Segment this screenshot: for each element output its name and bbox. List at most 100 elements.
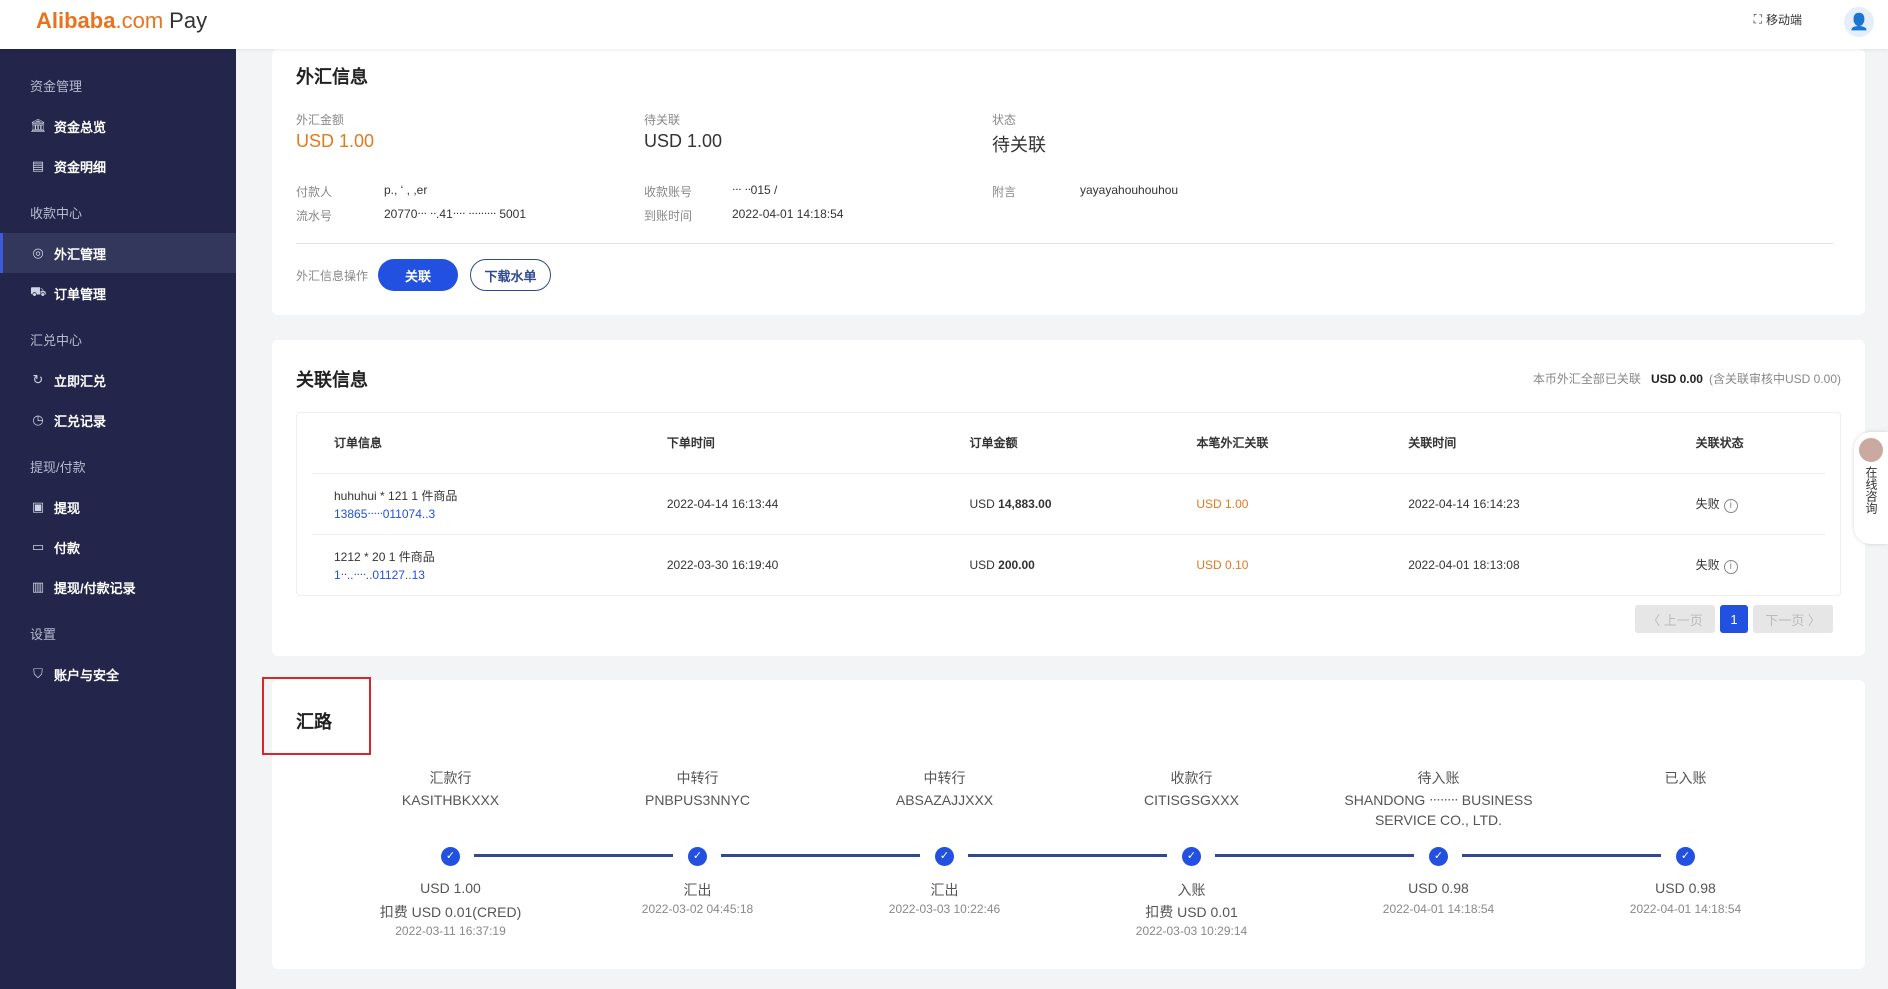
order-cell: huhuhui * 121 1 件商品 13865ᐧᐧᐧᐧᐧ011074..3 <box>312 473 645 535</box>
column-header: 本笔外汇关联 <box>1174 413 1387 474</box>
order-amount: USD 200.00 <box>947 534 1174 595</box>
divider <box>296 243 1833 244</box>
status-text: 失败 <box>1695 496 1720 511</box>
payer-value: p., ‘ , ,er <box>384 183 428 197</box>
route-step: 收款行 CITISGSGXXX ✓ 入账 扣费 USD 0.01 2022-03-03 … <box>1068 768 1315 938</box>
sidebar-item[interactable]: ▣ 提现 <box>0 487 236 527</box>
agent-avatar-icon <box>1859 438 1883 462</box>
summary-note: (含关联审核中USD 0.00) <box>1708 372 1841 386</box>
exchange-icon: ↻ <box>32 372 44 387</box>
step-status: 入账 <box>1177 882 1206 898</box>
wallet-icon: ▣ <box>31 499 45 514</box>
sidebar-item[interactable]: 🏛 资金总览 <box>0 106 236 146</box>
link-table: 订单信息 下单时间 订单金额 本笔外汇关联 关联时间 关联状态 huhuhui * 121… <box>312 413 1825 595</box>
step-bank: KASITHBKXXX <box>401 792 500 808</box>
prev-page-button[interactable]: 〈 上一页 <box>1635 605 1715 633</box>
summary-label: 本币外汇全部已关联 <box>1532 372 1641 386</box>
fx-info-title: 外汇信息 <box>296 67 368 87</box>
step-bank: PNBPUS3NNYC <box>644 792 751 808</box>
sidebar-item-label: 提现 <box>54 500 81 516</box>
page-1-button[interactable]: 1 <box>1720 605 1748 633</box>
amount-value: USD 1.00 <box>296 131 375 151</box>
record-icon: ▥ <box>31 579 45 594</box>
sidebar-item[interactable]: ▭ 付款 <box>0 527 236 567</box>
step-bank-line2: SERVICE CO., LTD. <box>1374 812 1503 828</box>
sidebar-section: 设置 ⛉ 账户与安全 <box>0 616 236 694</box>
document-icon: ▤ <box>31 158 45 173</box>
clock-icon: ◷ <box>32 412 44 427</box>
column-header: 下单时间 <box>644 413 948 474</box>
amount-label: 外汇金额 <box>296 113 345 127</box>
route-title: 汇路 <box>296 712 332 732</box>
sidebar-item[interactable]: ⛉ 账户与安全 <box>0 654 236 694</box>
route-card: 汇路 汇款行 KASITHBKXXX ✓ USD 1.00 扣费 USD 0.01(C… <box>272 680 1865 969</box>
serial-value: 20770ᐧᐧᐧ ᐧᐧ.41ᐧᐧᐧᐧ ᐧᐧᐧᐧᐧᐧᐧᐧᐧ 5001 <box>384 207 527 221</box>
cart-icon: ⛟ <box>30 284 47 299</box>
order-number-link[interactable]: 13865ᐧᐧᐧᐧᐧ011074..3 <box>334 506 436 521</box>
check-circle-icon: ✓ <box>441 847 460 866</box>
check-circle-icon: ✓ <box>1676 847 1695 866</box>
top-header: Alibaba.com Pay ⛶ 移动端 👤 <box>0 0 1888 49</box>
column-header: 关联时间 <box>1386 413 1674 474</box>
sidebar-item-label: 资金总览 <box>54 119 107 135</box>
bank-icon: 🏛 <box>30 118 47 133</box>
step-fee: 扣费 USD 0.01(CRED) <box>379 904 522 920</box>
payer-label: 付款人 <box>296 185 333 199</box>
amount-currency: USD <box>969 496 995 511</box>
order-desc: 1212 * 20 1 件商品 <box>334 549 435 564</box>
link-info-card: 关联信息 本币外汇全部已关联 USD 0.00 (含关联审核中USD 0.00) 订… <box>272 340 1865 656</box>
route-step: 中转行 ABSAZAJJXXX ✓ 汇出 2022-03-03 10:22:46 <box>821 768 1068 916</box>
check-circle-icon: ✓ <box>688 847 707 866</box>
info-icon[interactable]: i <box>1723 559 1738 574</box>
mobile-label: 移动端 <box>1765 13 1802 27</box>
route-connector <box>1462 854 1661 857</box>
scan-icon: ⛶ <box>1753 12 1762 26</box>
step-name: 待入账 <box>1417 770 1460 786</box>
logo-brand: Alibaba <box>36 8 116 33</box>
table-row: huhuhui * 121 1 件商品 13865ᐧᐧᐧᐧᐧ011074..3 2… <box>312 473 1825 535</box>
order-time: 2022-04-14 16:13:44 <box>644 473 948 535</box>
check-circle-icon: ✓ <box>1429 847 1448 866</box>
sidebar-section-label: 汇兑中心 <box>30 333 83 348</box>
info-icon[interactable]: i <box>1723 498 1738 513</box>
order-number-link[interactable]: 1ᐧᐧ..ᐧᐧᐧᐧ..01127..13 <box>334 567 425 582</box>
sidebar-item[interactable]: ↻ 立即汇兑 <box>0 360 236 400</box>
amount-currency: USD <box>969 557 995 572</box>
card-icon: ▭ <box>31 539 45 554</box>
step-time: 2022-03-03 10:22:46 <box>888 902 1001 916</box>
sidebar-item-label: 立即汇兑 <box>54 373 107 389</box>
sidebar-section: 收款中心 ◎ 外汇管理 ⛟ 订单管理 <box>0 195 236 313</box>
alibaba-pay-logo[interactable]: Alibaba.com Pay <box>36 8 207 34</box>
online-chat-button[interactable]: 在线咨询 <box>1854 432 1888 544</box>
step-time: 2022-04-01 14:18:54 <box>1629 902 1742 916</box>
step-name: 已入账 <box>1664 770 1707 786</box>
note-label: 附言 <box>992 185 1017 199</box>
link-button[interactable]: 关联 <box>378 259 458 291</box>
arrival-label: 到账时间 <box>644 209 693 223</box>
next-page-button[interactable]: 下一页 〉 <box>1753 605 1833 633</box>
step-status: USD 0.98 <box>1655 880 1716 896</box>
download-receipt-button[interactable]: 下载水单 <box>470 259 551 291</box>
sidebar-item-label: 汇兑记录 <box>54 413 107 429</box>
column-header: 订单信息 <box>312 413 645 474</box>
link-table-box: 订单信息 下单时间 订单金额 本笔外汇关联 关联时间 关联状态 huhuhui * 121… <box>296 412 1841 596</box>
sidebar-item[interactable]: ▥ 提现/付款记录 <box>0 567 236 607</box>
sidebar-item[interactable]: ◷ 汇兑记录 <box>0 400 236 440</box>
step-status: 汇出 <box>930 882 959 898</box>
sidebar: 资金管理 🏛 资金总览 ▤ 资金明细 收款中心 ◎ 外汇管理 ⛟ 订单管理 汇兑中心 ↻ 立即汇兑 ◷ 汇兑… <box>0 49 236 989</box>
step-fee: 扣费 USD 0.01 <box>1145 904 1238 920</box>
sidebar-section: 汇兑中心 ↻ 立即汇兑 ◷ 汇兑记录 <box>0 322 236 440</box>
pending-value: USD 1.00 <box>644 131 723 151</box>
amount-value: 200.00 <box>998 557 1035 572</box>
sidebar-section-label: 设置 <box>30 627 57 642</box>
sidebar-item[interactable]: ▤ 资金明细 <box>0 146 236 186</box>
mobile-button[interactable]: ⛶ 移动端 <box>1754 11 1802 28</box>
step-status: 汇出 <box>683 882 712 898</box>
route-connector <box>1215 854 1414 857</box>
user-avatar[interactable]: 👤 <box>1844 7 1874 37</box>
step-status: USD 0.98 <box>1408 880 1469 896</box>
sidebar-item[interactable]: ⛟ 订单管理 <box>0 273 236 313</box>
check-circle-icon: ✓ <box>935 847 954 866</box>
sidebar-item[interactable]: ◎ 外汇管理 <box>0 233 236 273</box>
route-connector <box>968 854 1167 857</box>
